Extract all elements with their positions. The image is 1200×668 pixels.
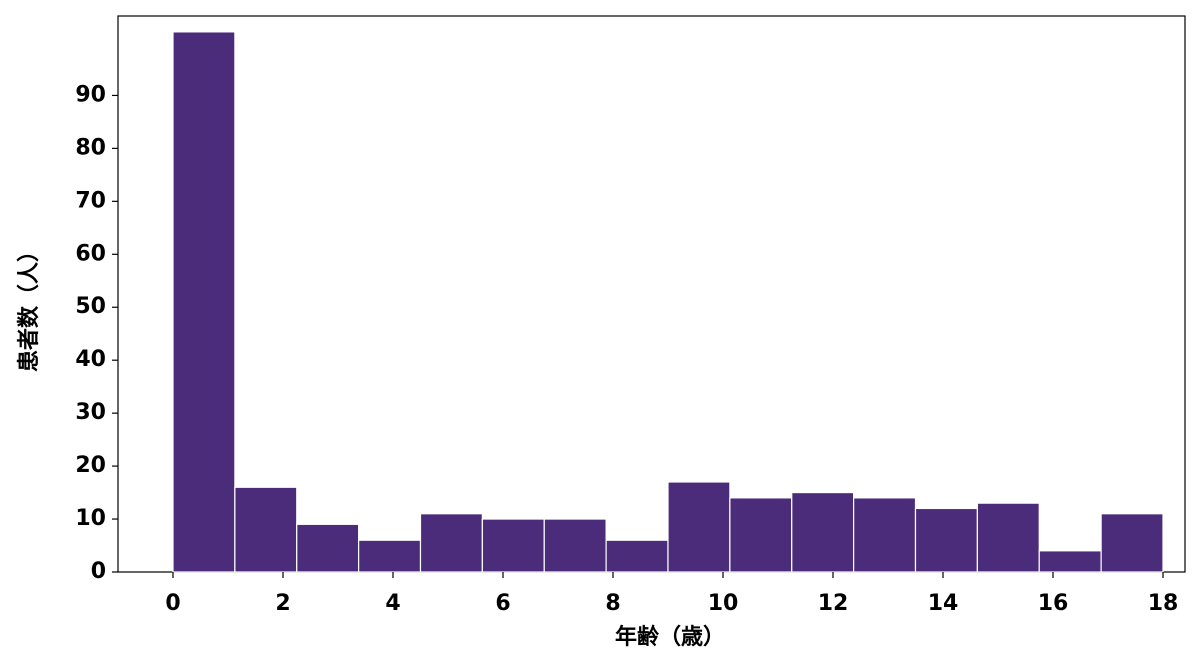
bar bbox=[358, 539, 422, 573]
bar bbox=[543, 518, 607, 573]
bar bbox=[1038, 550, 1102, 573]
y-tick-label: 40 bbox=[75, 347, 106, 372]
bar bbox=[667, 481, 731, 573]
y-tick-label: 90 bbox=[75, 82, 106, 107]
x-tick-label: 10 bbox=[708, 591, 739, 616]
y-axis-label: 患者数（人） bbox=[16, 240, 42, 372]
y-tick-label: 80 bbox=[75, 135, 106, 160]
bar bbox=[296, 523, 360, 573]
x-tick-label: 2 bbox=[275, 591, 290, 616]
x-tick-label: 12 bbox=[818, 591, 849, 616]
y-tick-label: 70 bbox=[75, 188, 106, 213]
bar bbox=[419, 513, 483, 573]
x-axis-label: 年齢（歳） bbox=[615, 624, 725, 650]
x-tick-label: 16 bbox=[1038, 591, 1069, 616]
bar bbox=[605, 539, 669, 573]
bar bbox=[234, 486, 298, 573]
y-tick-label: 60 bbox=[75, 241, 106, 266]
x-tick-label: 8 bbox=[605, 591, 620, 616]
bar bbox=[481, 518, 545, 573]
bar bbox=[853, 497, 917, 573]
x-tick-label: 6 bbox=[495, 591, 510, 616]
bar bbox=[914, 507, 978, 573]
y-tick-label: 20 bbox=[75, 453, 106, 478]
x-tick-label: 18 bbox=[1148, 591, 1179, 616]
bar bbox=[976, 502, 1040, 573]
bar bbox=[791, 491, 855, 573]
bar bbox=[1100, 513, 1164, 573]
x-tick-label: 4 bbox=[385, 591, 400, 616]
bar bbox=[729, 497, 793, 573]
y-tick-label: 50 bbox=[75, 294, 106, 319]
x-tick-label: 14 bbox=[928, 591, 959, 616]
x-tick-label: 0 bbox=[165, 591, 180, 616]
y-tick-label: 0 bbox=[91, 559, 106, 584]
bar bbox=[172, 31, 236, 573]
y-tick-label: 10 bbox=[75, 506, 106, 531]
y-tick-label: 30 bbox=[75, 400, 106, 425]
